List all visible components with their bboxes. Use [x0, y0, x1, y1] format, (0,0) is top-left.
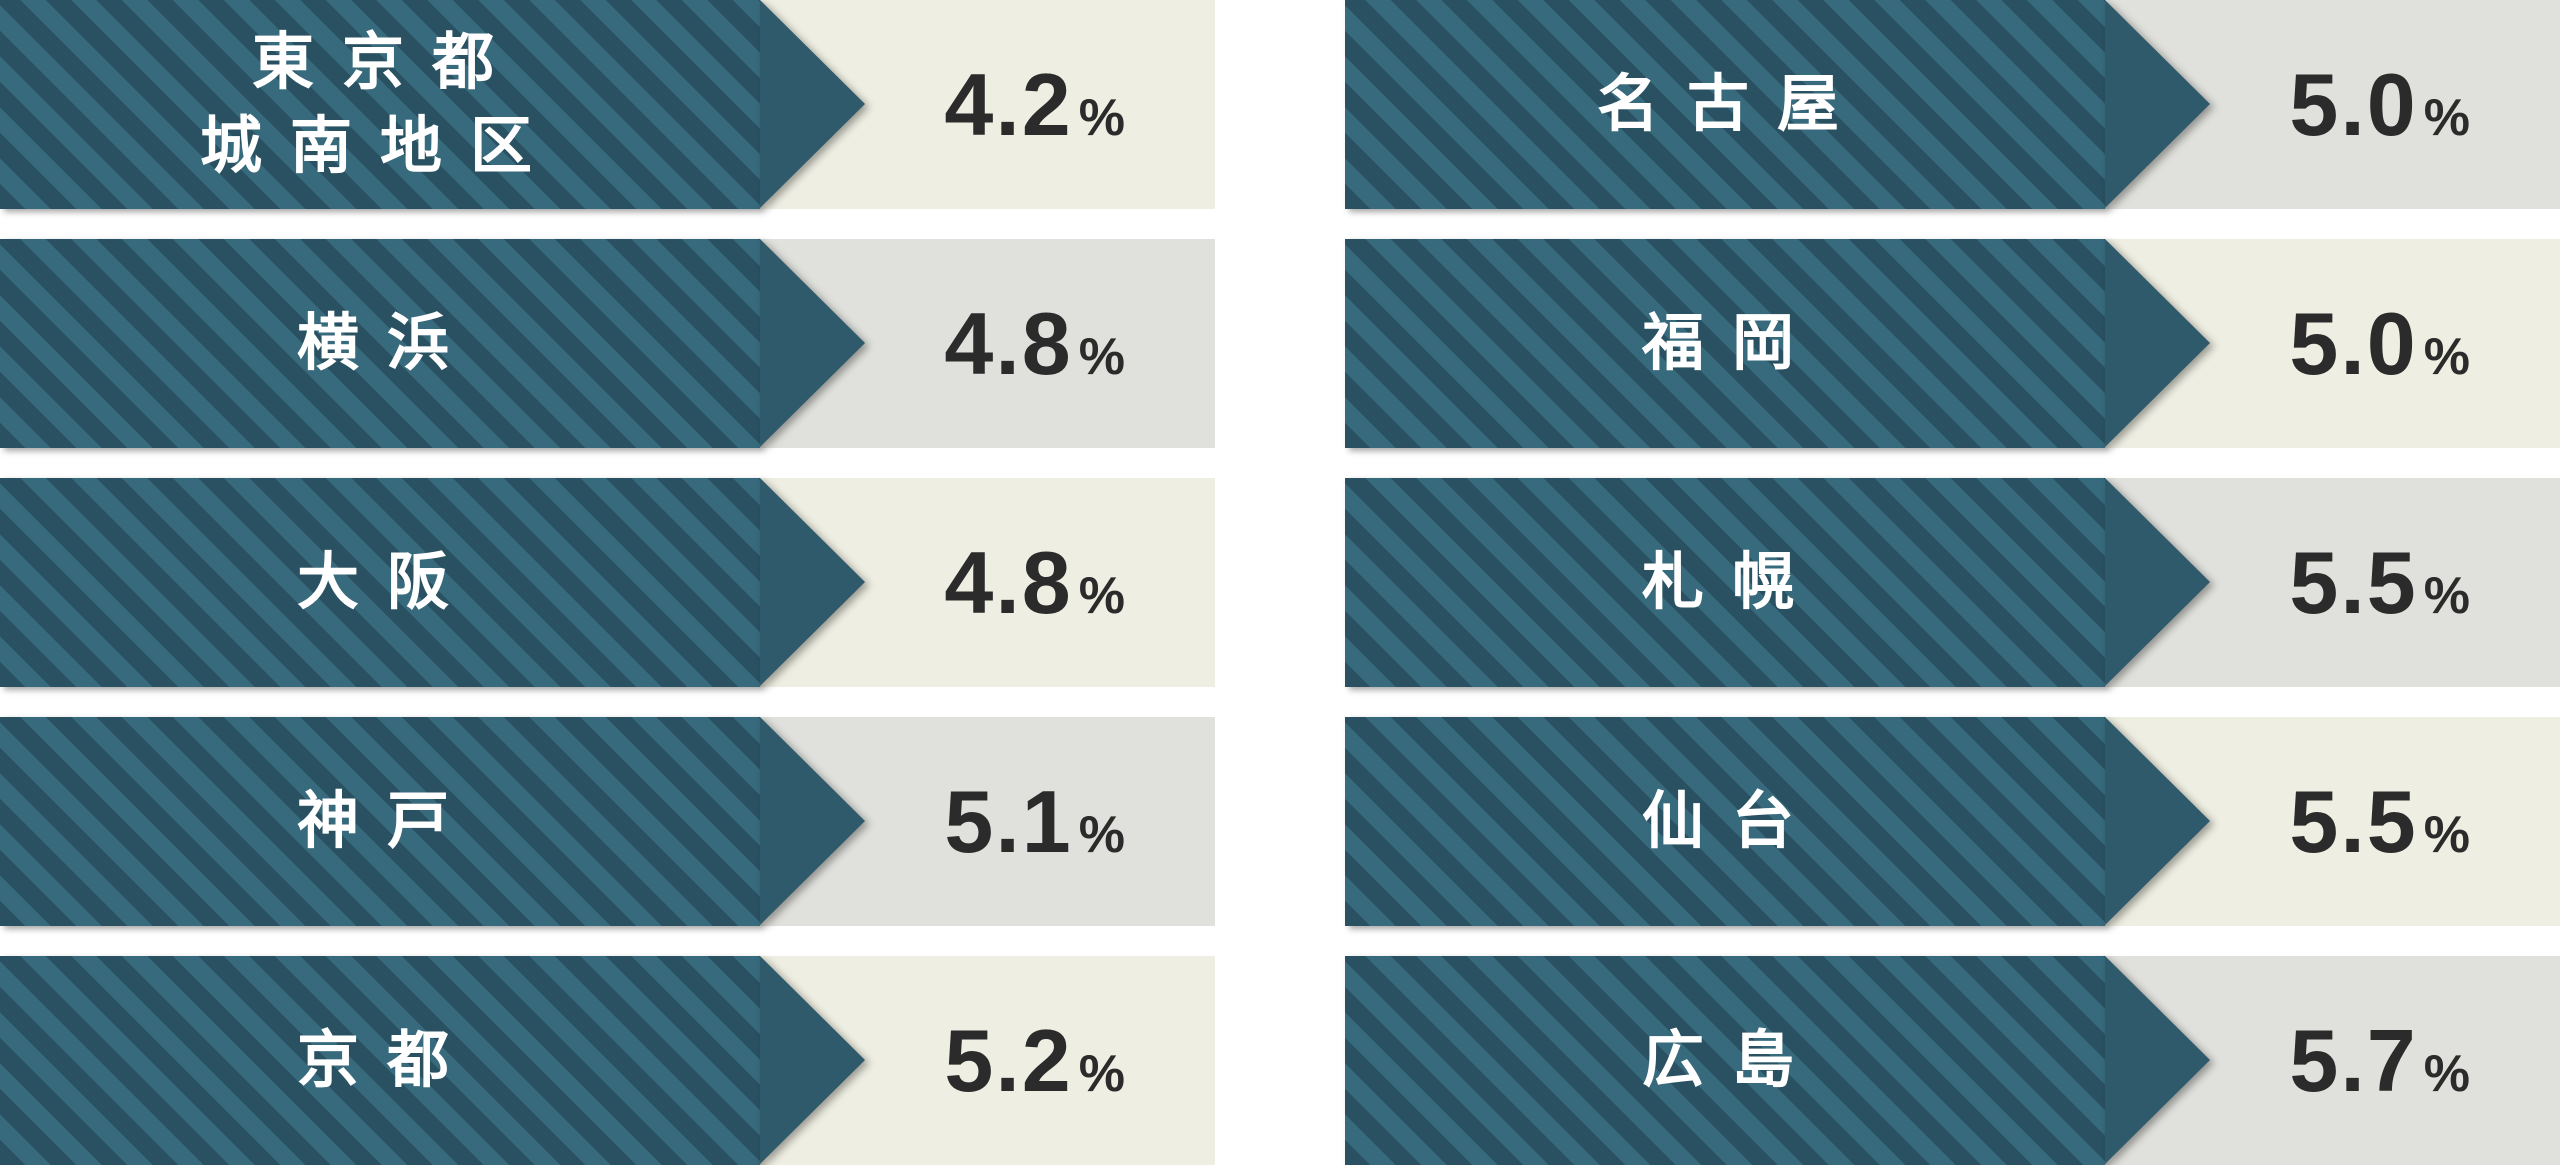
- city-row: 4.8 % 大阪: [0, 478, 1215, 687]
- value-number: 5.5: [2289, 532, 2417, 634]
- column-left: 4.2 % 東京都 城南地区 4.8 % 横浜: [0, 0, 1215, 1165]
- city-row: 4.8 % 横浜: [0, 239, 1215, 448]
- city-label-box: 横浜: [0, 239, 760, 448]
- value-unit: %: [2424, 1044, 2470, 1104]
- value-text: 5.0 %: [2289, 54, 2470, 156]
- value-unit: %: [2424, 88, 2470, 148]
- value-number: 5.7: [2289, 1010, 2417, 1112]
- city-label-box: 大阪: [0, 478, 760, 687]
- value-number: 4.8: [944, 532, 1072, 634]
- value-unit: %: [1079, 88, 1125, 148]
- city-label: 京都: [263, 1019, 497, 1103]
- value-text: 5.5 %: [2289, 532, 2470, 634]
- city-row: 5.2 % 京都: [0, 956, 1215, 1165]
- value-unit: %: [1079, 566, 1125, 626]
- value-number: 5.5: [2289, 771, 2417, 873]
- city-label: 横浜: [263, 302, 497, 386]
- city-row: 5.5 % 仙台: [1345, 717, 2560, 926]
- value-unit: %: [2424, 566, 2470, 626]
- city-label-box: 仙台: [1345, 717, 2105, 926]
- city-row: 5.1 % 神戸: [0, 717, 1215, 926]
- city-row: 5.0 % 名古屋: [1345, 0, 2560, 209]
- city-label-box: 名古屋: [1345, 0, 2105, 209]
- city-row: 4.2 % 東京都 城南地区: [0, 0, 1215, 209]
- value-number: 5.0: [2289, 293, 2417, 395]
- infographic-root: 4.2 % 東京都 城南地区 4.8 % 横浜: [0, 0, 2560, 1165]
- city-row: 5.0 % 福岡: [1345, 239, 2560, 448]
- city-label-box: 福岡: [1345, 239, 2105, 448]
- city-label: 名古屋: [1563, 63, 1887, 147]
- value-number: 5.1: [944, 771, 1072, 873]
- value-number: 4.2: [944, 54, 1072, 156]
- city-label: 札幌: [1608, 541, 1842, 625]
- value-text: 4.2 %: [944, 54, 1125, 156]
- value-unit: %: [1079, 327, 1125, 387]
- city-row: 5.5 % 札幌: [1345, 478, 2560, 687]
- city-label-box: 神戸: [0, 717, 760, 926]
- value-text: 5.0 %: [2289, 293, 2470, 395]
- city-label: 神戸: [263, 780, 497, 864]
- value-number: 4.8: [944, 293, 1072, 395]
- value-text: 5.2 %: [944, 1010, 1125, 1112]
- value-text: 5.5 %: [2289, 771, 2470, 873]
- city-label-box: 京都: [0, 956, 760, 1165]
- city-label: 仙台: [1608, 780, 1842, 864]
- value-unit: %: [1079, 1044, 1125, 1104]
- city-label-box: 札幌: [1345, 478, 2105, 687]
- value-text: 4.8 %: [944, 532, 1125, 634]
- city-label-box: 広島: [1345, 956, 2105, 1165]
- city-label: 東京都 城南地区: [180, 21, 580, 188]
- value-unit: %: [2424, 327, 2470, 387]
- city-label: 大阪: [263, 541, 497, 625]
- column-right: 5.0 % 名古屋 5.0 % 福岡: [1345, 0, 2560, 1165]
- value-text: 5.7 %: [2289, 1010, 2470, 1112]
- value-unit: %: [2424, 805, 2470, 865]
- value-number: 5.0: [2289, 54, 2417, 156]
- city-row: 5.7 % 広島: [1345, 956, 2560, 1165]
- value-unit: %: [1079, 805, 1125, 865]
- city-label: 広島: [1608, 1019, 1842, 1103]
- value-text: 4.8 %: [944, 293, 1125, 395]
- value-text: 5.1 %: [944, 771, 1125, 873]
- value-number: 5.2: [944, 1010, 1072, 1112]
- city-label-box: 東京都 城南地区: [0, 0, 760, 209]
- city-label: 福岡: [1608, 302, 1842, 386]
